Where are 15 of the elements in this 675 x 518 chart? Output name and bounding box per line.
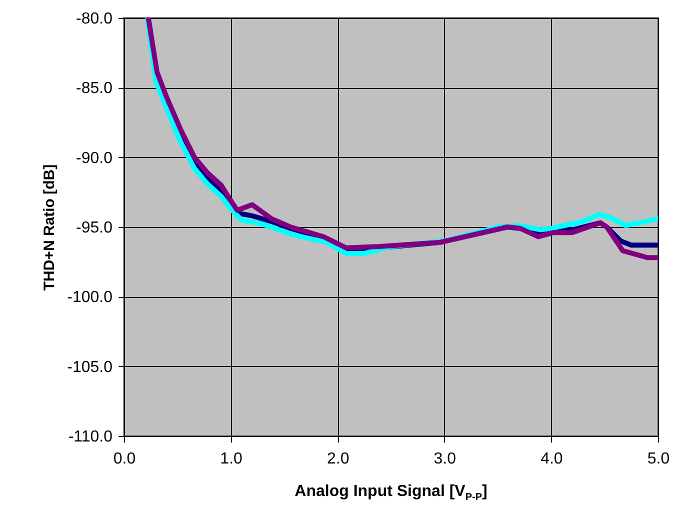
y-tick-label: -90.0: [76, 150, 113, 167]
y-tick-label: -80.0: [76, 10, 113, 28]
x-tick-label: 2.0: [326, 450, 350, 468]
y-axis-title: THD+N Ratio [dB]: [41, 164, 58, 291]
x-axis-title: Analog Input Signal [V$_{P-P}$]: [294, 483, 488, 504]
x-tick-label: 3.0: [434, 450, 456, 468]
y-tick-label: -110.0: [68, 428, 113, 446]
x-tick-label: 1.0: [220, 450, 243, 468]
x-tick-label: 5.0: [647, 450, 670, 468]
y-tick-label: -105.0: [67, 358, 113, 376]
x-tick-label: 0.0: [113, 450, 136, 468]
y-tick-label: -100.0: [67, 289, 113, 306]
y-tick-label: -85.0: [76, 80, 113, 98]
y-tick-label: -95.0: [76, 220, 113, 236]
x-tick-label: 4.0: [540, 450, 563, 468]
